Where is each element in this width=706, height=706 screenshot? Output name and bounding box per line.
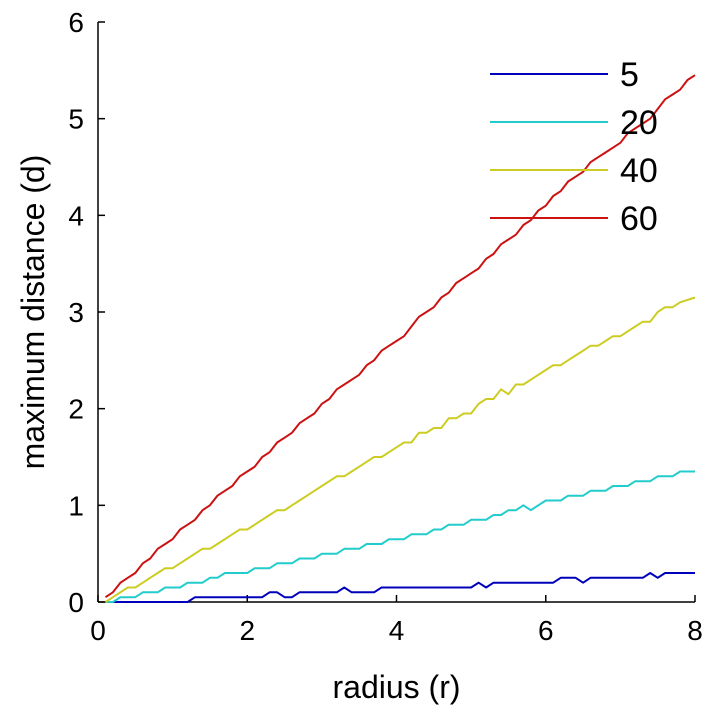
y-tick-label: 6 [68, 7, 84, 38]
legend-label-20: 20 [620, 104, 658, 142]
series-line-40 [104, 296, 696, 603]
series-line-20 [105, 470, 695, 603]
legend-label-40: 40 [620, 152, 658, 190]
tick-labels: 0 2 4 6 8 0 1 2 3 4 5 6 [68, 7, 702, 646]
legend-label-5: 5 [620, 56, 639, 94]
series-line-60 [104, 74, 696, 599]
series-lines [104, 74, 696, 603]
x-tick-label: 4 [389, 615, 405, 646]
y-tick-label: 0 [68, 587, 84, 618]
y-tick-label: 4 [68, 200, 84, 231]
y-axis-label: maximum distance (d) [15, 155, 51, 470]
legend: 5 20 40 60 [490, 56, 658, 238]
x-tick-label: 6 [538, 615, 554, 646]
axes [97, 21, 696, 603]
x-tick-label: 2 [239, 615, 255, 646]
x-axis-label: radius (r) [332, 669, 460, 705]
y-tick-label: 3 [68, 297, 84, 328]
legend-label-60: 60 [620, 200, 658, 238]
x-tick-label: 0 [90, 615, 106, 646]
x-tick-label: 8 [687, 615, 703, 646]
series-line-5 [105, 572, 695, 603]
y-tick-label: 5 [68, 104, 84, 135]
y-tick-label: 2 [68, 394, 84, 425]
y-tick-label: 1 [68, 490, 84, 521]
